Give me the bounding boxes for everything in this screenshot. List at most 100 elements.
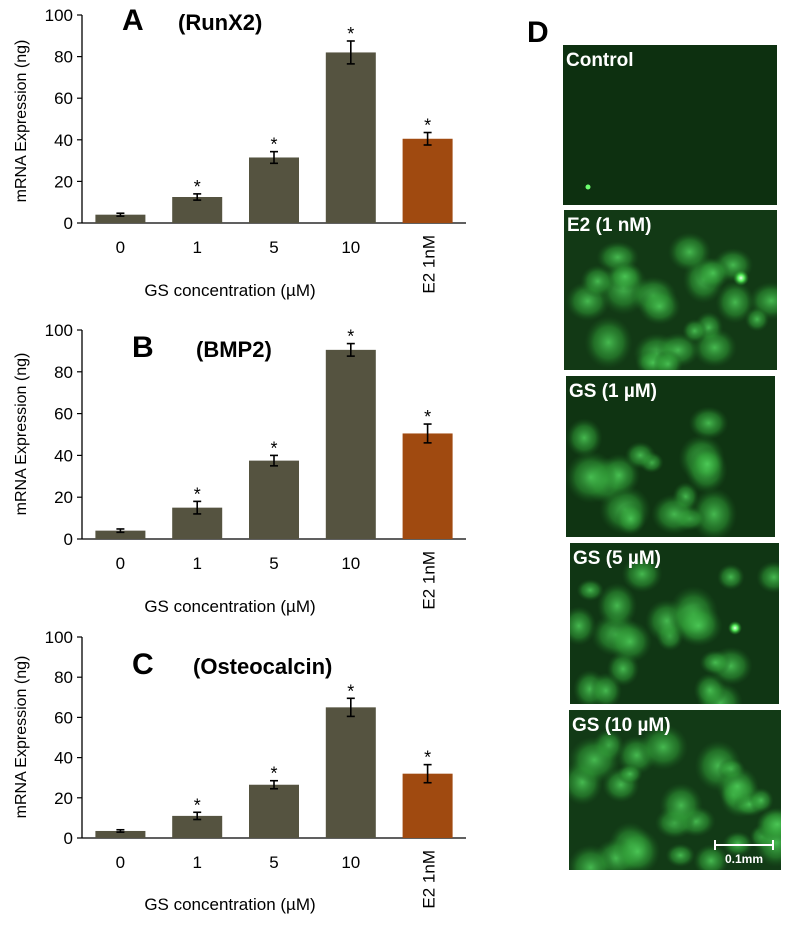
cell <box>716 563 745 591</box>
cell <box>569 844 614 870</box>
y-tick-label: 40 <box>54 749 73 768</box>
bar <box>325 52 376 223</box>
significance-star: * <box>194 795 201 815</box>
bar <box>95 214 146 223</box>
scale-bar-label: 0.1mm <box>725 852 763 866</box>
y-tick-label: 0 <box>64 214 73 233</box>
significance-star: * <box>270 764 277 784</box>
y-tick-label: 100 <box>45 628 73 647</box>
y-tick-label: 100 <box>45 321 73 340</box>
y-tick-label: 20 <box>54 172 73 191</box>
cell-cluster <box>566 406 738 537</box>
cell-cluster <box>565 232 777 370</box>
significance-star: * <box>270 438 277 458</box>
micrograph-background <box>563 45 777 205</box>
micrograph-panel: GS (5 µM) <box>570 543 779 704</box>
y-axis-label-b: mRNA Expression (ng) <box>13 353 30 516</box>
chart-panel-b: B (BMP2) mRNA Expression (ng) GS concent… <box>13 321 466 616</box>
chart-title-b: (BMP2) <box>196 337 272 362</box>
bar <box>95 830 146 838</box>
x-tick-label: 5 <box>269 853 278 872</box>
panel-letter-b: B <box>132 331 154 364</box>
panel-letter-d: D <box>527 16 549 49</box>
y-tick-label: 20 <box>54 789 73 808</box>
micrograph-label: Control <box>566 50 634 71</box>
scale-bar: 0.1mm <box>714 840 774 866</box>
cell <box>693 672 727 704</box>
cell <box>756 561 779 594</box>
cell <box>690 447 724 481</box>
cell <box>653 349 683 370</box>
y-axis-label-c: mRNA Expression (ng) <box>13 656 30 819</box>
cell <box>621 555 663 593</box>
micrograph-panel: Control <box>563 45 777 205</box>
x-tick-label: 0 <box>116 853 125 872</box>
cell <box>576 579 604 602</box>
cell <box>715 281 755 324</box>
bar <box>249 460 299 539</box>
plot-area-b: 0 20 40 60 80 100 0 * 1 * 5 * 10 * E2 1nM <box>45 321 466 610</box>
bar <box>249 784 299 838</box>
micrograph-label: GS (1 µM) <box>569 381 657 402</box>
micrograph-panel: GS (10 µM) 0.1mm <box>569 710 781 870</box>
significance-star: * <box>194 484 201 504</box>
cell <box>615 502 647 536</box>
bar <box>402 138 453 223</box>
x-tick-label: E2 1nM <box>420 551 439 610</box>
bar <box>249 157 299 223</box>
y-axis-label-a: mRNA Expression (ng) <box>13 40 30 203</box>
plot-area-a: 0 20 40 60 80 100 0 * 1 * 5 * 10 * E2 1nM <box>45 6 466 294</box>
cell <box>638 287 681 325</box>
x-axis-label-c: GS concentration (µM) <box>144 895 315 914</box>
chart-title-c: (Osteocalcin) <box>193 654 332 679</box>
cell <box>624 441 656 469</box>
cell <box>584 316 633 369</box>
x-tick-label: 0 <box>116 554 125 573</box>
significance-star: * <box>270 135 277 155</box>
micrograph-label: GS (5 µM) <box>573 548 661 569</box>
cell <box>614 828 661 870</box>
panel-letter-c: C <box>132 648 154 681</box>
y-tick-label: 60 <box>54 708 73 727</box>
chart-title-a: (RunX2) <box>178 10 262 35</box>
cell <box>596 582 638 629</box>
cell <box>716 766 759 807</box>
y-tick-label: 20 <box>54 488 73 507</box>
cell <box>748 787 774 814</box>
cell <box>744 306 770 332</box>
bright-cell <box>733 270 749 286</box>
micrograph-panel: E2 (1 nM) <box>564 210 777 370</box>
cell <box>570 606 597 646</box>
cell <box>607 620 653 663</box>
cell <box>589 672 622 704</box>
micrograph-column: Control E2 (1 nM) GS (1 µM) GS (5 µM) GS (10… <box>563 45 781 870</box>
x-tick-label: 1 <box>192 238 201 257</box>
cell <box>569 736 621 784</box>
significance-star: * <box>424 748 431 768</box>
chart-panel-c: C (Osteocalcin) mRNA Expression (ng) GS … <box>13 628 466 914</box>
micrograph-label: GS (10 µM) <box>572 715 671 736</box>
bar <box>402 433 453 539</box>
significance-star: * <box>424 407 431 427</box>
cell <box>682 318 707 343</box>
y-tick-label: 40 <box>54 131 73 150</box>
x-tick-label: 0 <box>116 238 125 257</box>
bar <box>172 197 223 223</box>
cell <box>665 843 696 868</box>
cell <box>695 257 731 289</box>
x-tick-label: 1 <box>192 853 201 872</box>
micrograph-panel: GS (1 µM) <box>566 376 775 537</box>
cell <box>667 232 712 272</box>
significance-star: * <box>194 177 201 197</box>
chart-panel-a: A (RunX2) mRNA Expression (ng) GS concen… <box>13 4 466 300</box>
significance-star: * <box>347 327 354 347</box>
plot-area-c: 0 20 40 60 80 100 0 * 1 * 5 * 10 * E2 1nM <box>45 628 466 909</box>
cell-cluster <box>585 184 591 190</box>
cell <box>607 261 643 292</box>
y-tick-label: 80 <box>54 363 73 382</box>
significance-star: * <box>424 116 431 136</box>
x-axis-label-b: GS concentration (µM) <box>144 597 315 616</box>
bar <box>325 707 376 838</box>
cell <box>617 763 643 785</box>
